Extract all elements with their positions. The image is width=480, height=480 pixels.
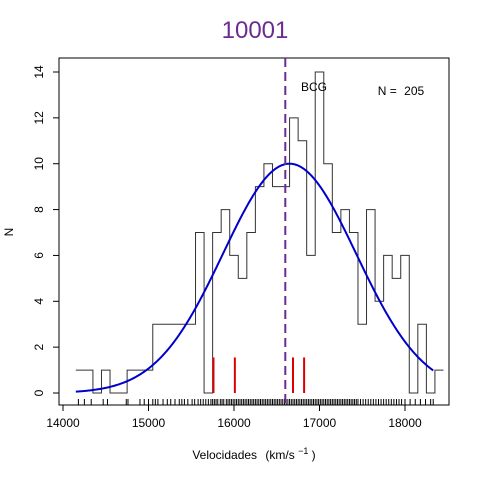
y-tick-label: 12 (32, 111, 46, 125)
y-tick-label: 14 (32, 65, 46, 79)
x-tick-label: 16000 (217, 416, 251, 430)
y-axis: 0 2 4 6 8 10 12 14 (32, 65, 59, 396)
n-count-annotation: N = 205 (378, 84, 425, 98)
chart-title: 10001 (222, 17, 289, 44)
y-tick-label: 0 (32, 389, 46, 396)
n-count-label: N = (378, 84, 397, 98)
x-axis-title-unit: (km/s (265, 448, 294, 462)
fit-layer (75, 162, 434, 393)
y-tick-label: 6 (32, 252, 46, 259)
x-axis: 14000 15000 16000 17000 18000 (46, 405, 422, 430)
y-tick-label: 8 (32, 206, 46, 213)
y-axis-title: N (2, 228, 16, 237)
plot-area (58, 57, 450, 406)
x-axis-title-close: ) (312, 448, 316, 462)
rug-layer (77, 399, 434, 405)
x-tick-label: 15000 (132, 416, 166, 430)
x-axis-title-exponent: −1 (298, 446, 308, 456)
marker-layer (212, 357, 306, 393)
x-axis-title: Velocidades (km/s −1 ) (192, 443, 315, 462)
n-count-value: 205 (404, 84, 424, 98)
y-tick-label: 2 (32, 343, 46, 350)
x-axis-title-main: Velocidades (192, 448, 257, 462)
x-tick-label: 17000 (303, 416, 337, 430)
bcg-label: BCG (301, 80, 327, 94)
x-tick-label: 18000 (388, 416, 422, 430)
x-tick-label: 14000 (46, 416, 80, 430)
gaussian-fit-curve (75, 162, 434, 393)
y-tick-label: 10 (32, 157, 46, 171)
y-tick-label: 4 (32, 298, 46, 305)
